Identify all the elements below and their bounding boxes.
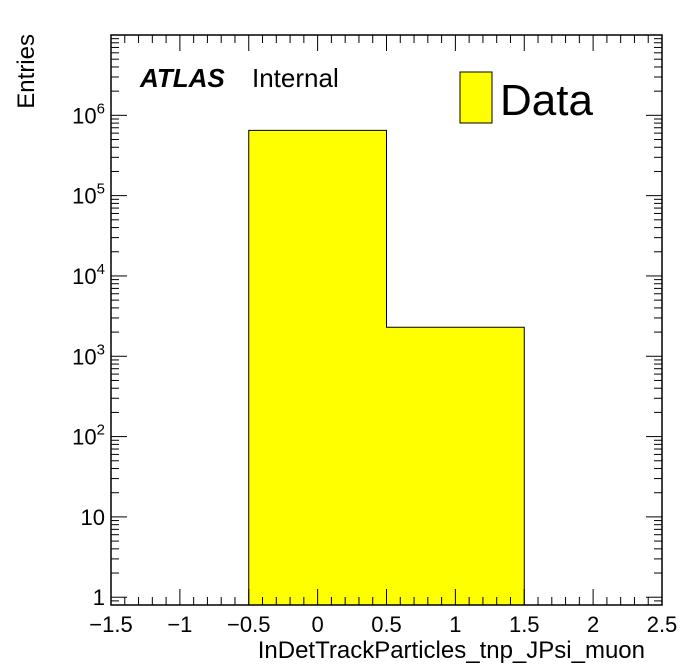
y-tick-label: 10 [81, 505, 105, 530]
y-tick-label: 104 [72, 261, 105, 289]
x-tick-label: 0 [312, 612, 324, 637]
y-axis-title: Entries [13, 34, 40, 109]
axis-ticks [110, 34, 663, 606]
x-tick-label: 2 [587, 612, 599, 637]
histogram-bin [386, 327, 525, 605]
internal-label: Internal [252, 63, 339, 93]
plot-frame [110, 34, 663, 606]
x-tick-label: −1 [167, 612, 192, 637]
atlas-label: ATLAS [139, 63, 225, 93]
y-tick-label: 103 [72, 341, 105, 369]
y-tick-label: 106 [72, 100, 105, 128]
legend-label-data: Data [500, 76, 593, 125]
y-tick-label: 105 [72, 181, 105, 209]
x-tick-label: −1.5 [89, 612, 132, 637]
histogram-bin [248, 130, 387, 605]
y-tick-label: 102 [72, 422, 105, 450]
x-tick-label: 1 [449, 612, 461, 637]
y-tick-label: 1 [93, 585, 105, 610]
histogram-outline [248, 129, 525, 605]
histogram-bins [248, 129, 525, 605]
x-tick-label: 2.5 [647, 612, 678, 637]
x-tick-label: 1.5 [509, 612, 540, 637]
x-axis-title: InDetTrackParticles_tnp_JPsi_muon [258, 637, 645, 664]
x-tick-label: −0.5 [227, 612, 270, 637]
legend-swatch-data [459, 71, 493, 124]
x-tick-label: 0.5 [371, 612, 402, 637]
tick-labels: −1.5 −1 −0.5 0 0.5 1 1.5 2 2.5 1 10 102 103 104 105 106 [72, 100, 677, 637]
